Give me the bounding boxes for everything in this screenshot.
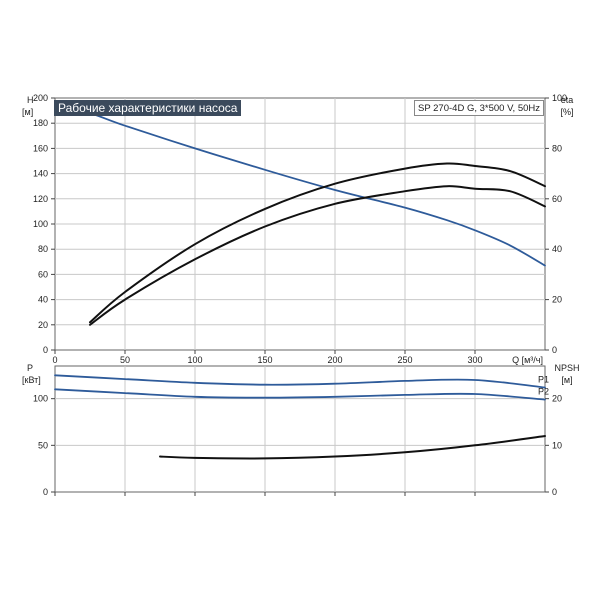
lower-left-tick-label: 100 [33,394,48,404]
model-label: SP 270-4D G, 3*500 V, 50Hz [414,100,544,116]
upper-x-tick-label: 50 [120,355,130,365]
series-label-p1: P1 [538,374,549,384]
upper-left-tick-label: 80 [38,244,48,254]
upper-left-axis-label: H [27,95,34,105]
curve-series [89,162,546,324]
curve-p2 [54,388,546,401]
x-axis-label: Q [м³/ч] [512,355,543,365]
upper-left-tick-label: 120 [33,194,48,204]
lower-left-axis-label: P [27,363,33,373]
upper-right-tick-label: 80 [552,143,562,153]
upper-left-tick-label: 60 [38,269,48,279]
upper-x-tick-label: 0 [52,355,57,365]
lower-left-tick-label: 0 [43,487,48,497]
upper-left-tick-label: 0 [43,345,48,355]
upper-left-tick-label: 200 [33,93,48,103]
curve-series [89,185,546,326]
lower-left-axis-unit: [кВт] [22,375,41,385]
curve-p1 [54,374,546,389]
curve-series [54,103,546,267]
upper-left-tick-label: 100 [33,219,48,229]
upper-right-axis-unit: [%] [560,107,573,117]
upper-left-tick-label: 20 [38,320,48,330]
lower-right-tick-label: 20 [552,394,562,404]
upper-right-tick-label: 40 [552,244,562,254]
lower-right-axis-unit: [м] [561,375,572,385]
upper-x-tick-label: 150 [257,355,272,365]
lower-left-tick-label: 50 [38,440,48,450]
curve-series [159,435,546,460]
upper-left-tick-label: 160 [33,143,48,153]
upper-right-tick-label: 100 [552,93,567,103]
lower-right-tick-label: 0 [552,487,557,497]
chart-title: Рабочие характеристики насоса [54,100,242,116]
upper-x-tick-label: 200 [327,355,342,365]
series-label-p2: P2 [538,387,549,397]
lower-plot-frame [54,365,546,493]
upper-left-tick-label: 40 [38,295,48,305]
lower-right-tick-label: 10 [552,440,562,450]
upper-x-tick-label: 100 [187,355,202,365]
upper-right-tick-label: 60 [552,194,562,204]
upper-right-axis-label: eta [561,95,574,105]
lower-right-axis-label: NPSH [554,363,579,373]
upper-x-tick-label: 300 [467,355,482,365]
upper-right-tick-label: 0 [552,345,557,355]
upper-left-axis-unit: [м] [22,107,33,117]
upper-right-tick-label: 20 [552,295,562,305]
upper-left-tick-label: 180 [33,118,48,128]
upper-left-tick-label: 140 [33,169,48,179]
upper-x-tick-label: 250 [397,355,412,365]
